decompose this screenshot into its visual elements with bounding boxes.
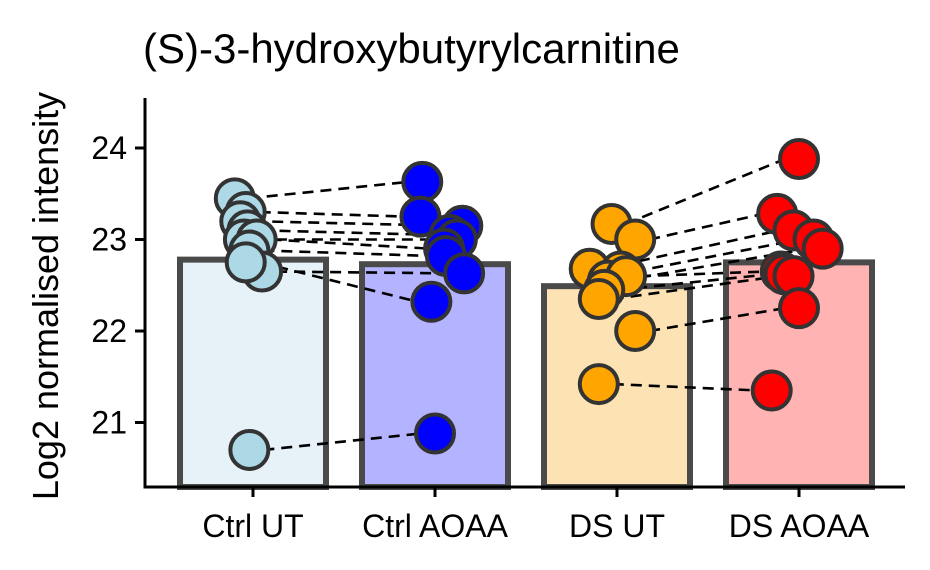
pair-line <box>248 180 409 200</box>
pair-line <box>270 238 431 250</box>
pair-line <box>261 229 436 237</box>
pair-line <box>276 270 451 275</box>
y-axis-label: Log2 normalised intensity <box>25 92 66 500</box>
data-point-ctrl-aoaa <box>401 160 444 203</box>
y-tick-label: 24 <box>91 130 127 166</box>
pair-line <box>263 249 432 258</box>
data-point-ds-aoaa <box>801 227 844 270</box>
data-point-ctrl-ut <box>224 241 267 284</box>
x-tick-label: DS AOAA <box>729 508 870 544</box>
data-point-ds-ut <box>577 277 620 320</box>
data-point-ctrl-aoaa <box>443 252 486 295</box>
data-point-ctrl-aoaa <box>410 280 453 323</box>
axes-layer: 21 22 23 24 Ctrl UT Ctrl AOAA DS UT DS AOAA <box>91 98 905 544</box>
data-point-ds-ut <box>614 310 657 352</box>
pair-line <box>263 432 422 452</box>
pair-line <box>612 382 758 392</box>
points-layer <box>213 137 844 471</box>
data-point-ds-aoaa <box>778 287 820 330</box>
pair-line <box>648 306 786 333</box>
y-tick-label: 21 <box>91 405 127 441</box>
pair-line <box>259 261 418 303</box>
pair-line <box>648 212 764 241</box>
y-tick-label: 22 <box>91 313 127 349</box>
data-point-ds-aoaa <box>778 137 820 180</box>
x-tick-label: DS UT <box>569 508 665 544</box>
pair-line <box>254 219 449 228</box>
x-tick-label: Ctrl UT <box>202 508 303 544</box>
pair-line <box>640 270 767 278</box>
data-point-ctrl-ut <box>228 428 271 471</box>
pair-line <box>621 247 809 282</box>
pair-line <box>612 274 780 301</box>
pair-line <box>625 157 786 226</box>
data-point-ds-ut <box>577 363 620 406</box>
x-tick-label: Ctrl AOAA <box>362 508 508 544</box>
pair-line <box>259 210 407 218</box>
pair-line <box>634 238 800 273</box>
chart-title: (S)-3-hydroxybutyrylcarnitine <box>143 25 680 72</box>
bar-ds-aoaa <box>723 259 875 490</box>
pair-line <box>603 229 780 271</box>
pair-lines-layer <box>248 157 809 452</box>
data-point-ds-aoaa <box>750 369 793 412</box>
data-point-ctrl-aoaa <box>414 412 456 455</box>
y-tick-label: 23 <box>91 222 127 258</box>
